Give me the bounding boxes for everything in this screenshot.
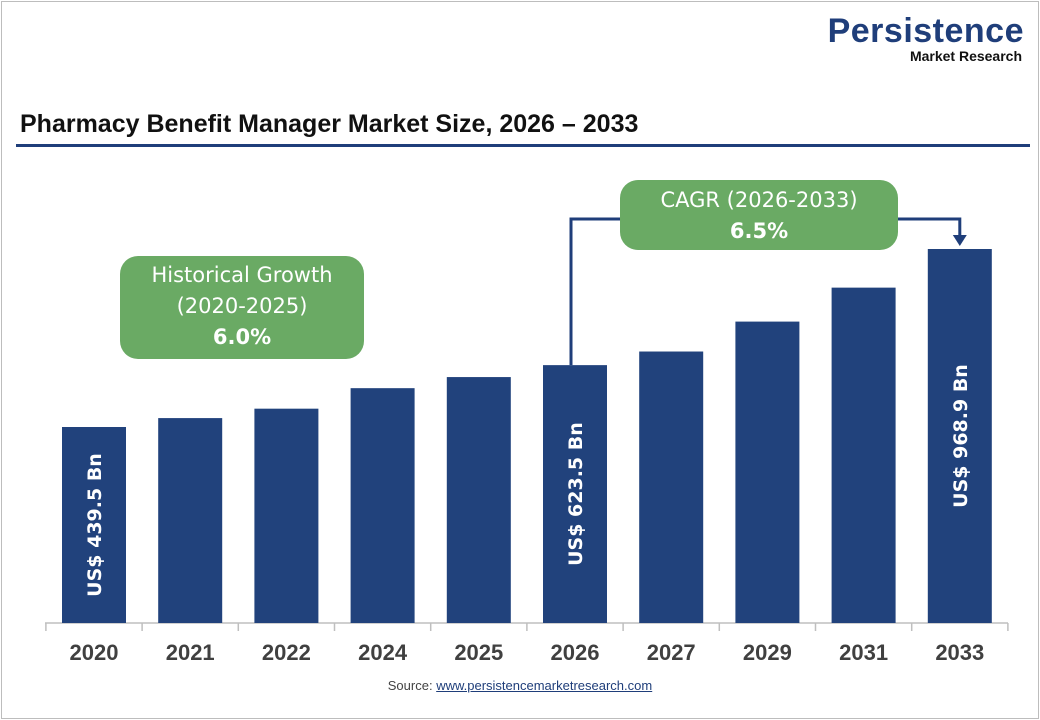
bar-2026 (543, 365, 607, 623)
source-note: Source: www.persistencemarketresearch.co… (0, 678, 1040, 693)
x-tick-label-2022: 2022 (262, 640, 311, 665)
bar-2025 (446, 377, 511, 623)
historical-growth-label-1: Historical Growth (151, 263, 333, 287)
source-label: Source: (387, 678, 437, 693)
arrow-down-icon (952, 235, 967, 246)
data-label-2033: US$ 968.9 Bn (950, 364, 972, 508)
chart-title: Pharmacy Benefit Manager Market Size, 20… (20, 110, 639, 138)
cagr-badge: CAGR (2026-2033) 6.5% (620, 180, 898, 250)
data-label-2026: US$ 623.5 Bn (565, 422, 587, 566)
data-label-2020: US$ 439.5 Bn (84, 453, 106, 597)
bar-2021 (158, 418, 223, 623)
bar-2027 (639, 351, 704, 623)
logo: Persistence Market Research (828, 14, 1024, 64)
x-tick-label-2029: 2029 (743, 640, 792, 665)
x-tick-label-2033: 2033 (935, 640, 984, 665)
x-tick-label-2021: 2021 (166, 640, 215, 665)
bar-2022 (254, 408, 319, 623)
x-tick-label-2020: 2020 (70, 640, 119, 665)
bar-2031 (831, 287, 896, 623)
logo-line1: Persistence (827, 12, 1024, 50)
cagr-label: CAGR (2026-2033) (660, 188, 858, 212)
bar-2020 (62, 427, 126, 623)
bar-2029 (735, 321, 800, 623)
logo-line2: Market Research (909, 48, 1022, 64)
x-tick-label-2031: 2031 (839, 640, 888, 665)
title-divider (16, 144, 1030, 147)
cagr-value: 6.5% (729, 219, 789, 243)
bar-2033 (927, 249, 992, 623)
historical-growth-label-2: (2020-2025) (176, 294, 308, 318)
bar-2024 (350, 388, 415, 623)
x-tick-label-2025: 2025 (454, 640, 503, 665)
x-tick-label-2027: 2027 (647, 640, 696, 665)
historical-growth-badge: Historical Growth (2020-2025) 6.0% (120, 256, 364, 359)
historical-growth-value: 6.0% (212, 325, 272, 349)
source-link[interactable]: www.persistencemarketresearch.com (436, 678, 653, 693)
x-tick-label-2024: 2024 (358, 640, 408, 665)
x-tick-label-2026: 2026 (551, 640, 600, 665)
